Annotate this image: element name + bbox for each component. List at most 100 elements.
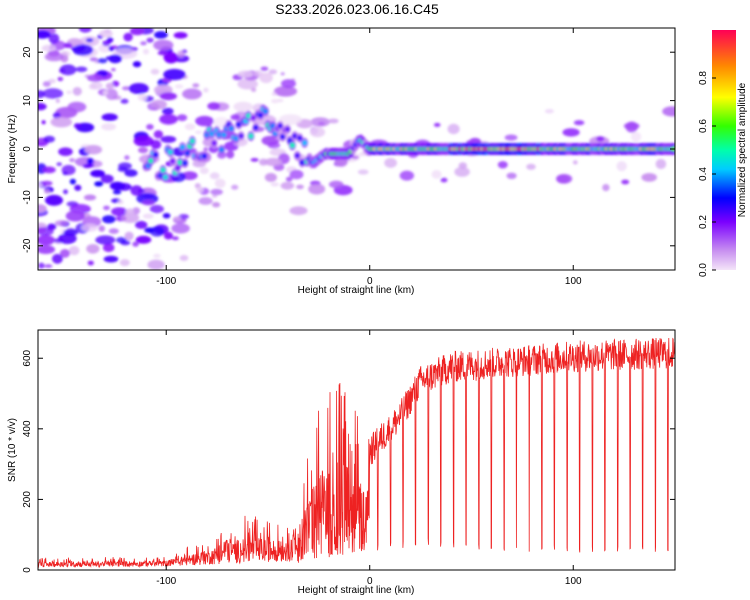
spectrogram-noise-cell	[65, 210, 85, 222]
spectrogram-noise-cell	[98, 44, 112, 53]
spectrogram-noise-cell	[399, 170, 415, 181]
spectrogram-noise-cell	[289, 169, 304, 180]
spectrogram-ridge-cell	[167, 149, 173, 155]
spectrogram-noise-cell	[572, 160, 578, 165]
spectrogram-ridge-cell	[189, 138, 195, 144]
spectrogram-noise-cell	[162, 213, 171, 219]
spectrogram-noise-cell	[102, 243, 115, 253]
spectrogram-noise-cell	[90, 81, 103, 90]
spectrogram-noise-cell	[573, 120, 585, 126]
spectrogram-ridge-cell	[184, 150, 190, 156]
spectrogram-noise-cell	[447, 123, 460, 135]
spectrogram-ylabel: Frequency (Hz)	[7, 115, 18, 184]
spectrogram-noise-cell	[357, 169, 369, 175]
spectrogram-noise-cell	[278, 114, 303, 125]
colorbar-tick-label: 0.4	[698, 167, 709, 181]
spectrogram-noise-cell	[69, 178, 76, 185]
spectrogram-noise-cell	[153, 39, 174, 51]
spectrogram-ridge-cell	[253, 124, 259, 131]
spectrogram-ridge-cell	[148, 157, 154, 164]
spectrogram-ridge-cell	[201, 153, 208, 159]
snr-panel: -100 0 100 0 200 400 600 Height of straight li…	[7, 329, 676, 596]
spectrogram-noise-cell	[42, 81, 51, 87]
spectrogram-noise-cell	[38, 262, 45, 269]
spectrogram-xtick-label: 100	[565, 276, 582, 287]
spectrogram-noise-cell	[63, 42, 73, 49]
spectrogram-ridge-cell	[292, 133, 298, 139]
spectrogram-noise-cell	[101, 123, 117, 131]
spectrogram-xlabel: Height of straight line (km)	[298, 285, 415, 296]
spectrogram-noise-cell	[602, 184, 610, 192]
spectrogram-noise-cell	[267, 142, 281, 149]
spectrogram-noise-cell	[58, 147, 73, 156]
spectrogram-noise-cell	[41, 120, 46, 125]
spectrogram-noise-cell	[38, 235, 55, 246]
spectrogram-noise-cell	[318, 121, 325, 126]
spectrogram-ridge-cell	[228, 125, 234, 132]
spectrogram-noise-cell	[163, 68, 186, 81]
spectrogram-noise-cell	[194, 130, 202, 135]
spectrogram-noise-cell	[108, 228, 119, 234]
spectrogram-noise-cell	[103, 255, 119, 263]
spectrogram-noise-cell	[497, 161, 508, 169]
spectrogram-noise-cell	[207, 102, 221, 110]
spectrogram-noise-cell	[102, 90, 109, 95]
spectrogram-noise-cell	[44, 189, 51, 194]
spectrogram-noise-cell	[146, 124, 154, 130]
spectrogram-noise-cell	[109, 181, 125, 191]
spectrogram-noise-cell	[56, 162, 62, 167]
spectrogram-noise-cell	[328, 180, 344, 189]
spectrogram-noise-cell	[625, 121, 638, 133]
snr-ytick-label: 600	[22, 349, 33, 366]
spectrogram-noise-cell	[253, 70, 263, 77]
spectrogram-noise-cell	[38, 227, 46, 234]
snr-ytick-label: 0	[22, 567, 33, 573]
spectrogram-noise-cell	[237, 78, 258, 90]
spectrogram-noise-cell	[630, 131, 642, 142]
spectrogram-noise-cell	[177, 114, 188, 122]
colorbar-ticks: 0.0 0.2 0.4 0.6 0.8	[698, 71, 716, 277]
spectrogram-noise-cell	[171, 236, 179, 241]
spectrogram-noise-cell	[268, 69, 278, 75]
spectrogram-noise-cell	[106, 37, 114, 43]
spectrogram-noise-cell	[506, 172, 517, 179]
spectrogram-noise-cell	[159, 114, 178, 125]
spectrogram-noise-cell	[42, 166, 56, 174]
spectrogram-noise-cell	[85, 38, 94, 43]
spectrogram-ytick-label: 0	[22, 146, 33, 152]
spectrogram-noise-cell	[118, 162, 132, 170]
spectrogram-noise-cell	[209, 172, 220, 180]
spectrogram-ytick-label: 20	[22, 46, 33, 58]
spectrogram-noise-cell	[309, 127, 326, 138]
spectrogram-noise-cell	[157, 50, 168, 56]
spectrogram-noise-cell	[44, 52, 64, 62]
spectrogram-noise-cell	[125, 208, 135, 217]
spectrogram-noise-cell	[72, 44, 94, 56]
spectrogram-noise-cell	[38, 204, 47, 213]
spectrogram-noise-cell	[142, 48, 150, 55]
spectrogram-noise-cell	[621, 179, 630, 185]
spectrogram-noise-cell	[226, 150, 235, 159]
spectrogram-noise-cell	[130, 28, 145, 36]
spectrogram-noise-cell	[192, 160, 206, 168]
spectrogram-noise-cell	[135, 235, 152, 244]
spectrogram-noise-cell	[138, 147, 148, 154]
spectrogram-noise-cell	[89, 57, 98, 62]
spectrogram-noise-cell	[95, 235, 116, 245]
spectrogram-ridge-cell	[262, 108, 269, 115]
spectrogram-noise-cell	[177, 50, 185, 58]
spectrogram-noise-cell	[150, 139, 162, 150]
spectrogram-noise-cell	[48, 78, 56, 84]
spectrogram-noise-cell	[63, 189, 68, 195]
spectrogram-noise-cell	[562, 128, 580, 137]
spectrogram-ridge-cell	[299, 159, 305, 166]
spectrogram-noise-cell	[120, 98, 129, 104]
colorbar-tick-label: 0.6	[698, 119, 709, 133]
spectrogram-ridge-cell	[248, 133, 254, 139]
snr-frame	[37, 329, 676, 571]
snr-ylabel: SNR (10 * v/v)	[7, 418, 18, 482]
spectrogram-ridge-cell	[245, 113, 251, 119]
spectrogram-noise-cell	[111, 68, 116, 72]
spectrogram-noise-cell	[179, 255, 189, 261]
colorbar-tick-label: 0.0	[698, 263, 709, 277]
